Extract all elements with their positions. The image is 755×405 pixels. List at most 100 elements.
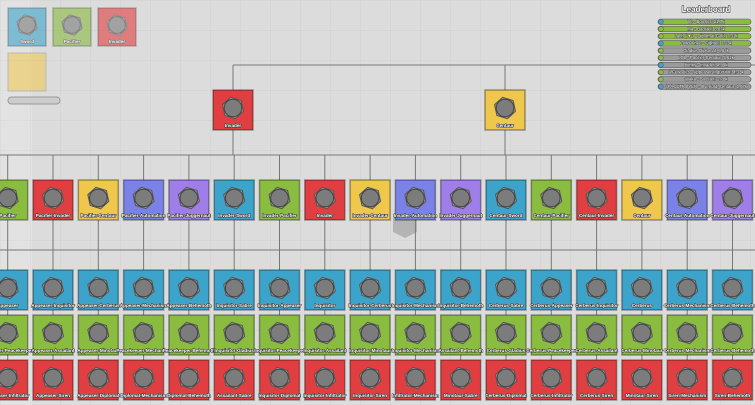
node-label: Centaur-Invader bbox=[579, 213, 614, 218]
tank-node[interactable]: Invader bbox=[212, 89, 254, 131]
tank-node[interactable]: Peacekeeper-Mechanism bbox=[116, 314, 171, 356]
tank-node[interactable]: Diplomat-Mechanism bbox=[120, 359, 167, 401]
tank-node[interactable]: Cerberus-Diplomat bbox=[485, 359, 528, 401]
tank-node[interactable]: Appeaser-Peacekeeper bbox=[0, 314, 34, 356]
tank-node[interactable]: Appeaser-Mechanism bbox=[119, 269, 168, 311]
class-button[interactable] bbox=[7, 52, 47, 92]
tank-node[interactable]: Inquisitor-Sabre bbox=[213, 269, 255, 311]
tank-node[interactable]: Appeaser-Diplomat bbox=[77, 359, 120, 401]
tank-body bbox=[542, 188, 561, 208]
tank-node[interactable]: Appeaser-Cerberus bbox=[76, 269, 121, 311]
tank-node[interactable]: Cerberus-Sabre bbox=[485, 269, 527, 311]
tank-body bbox=[223, 98, 243, 118]
tank-body bbox=[496, 368, 516, 388]
tank-node[interactable]: Inquisitor bbox=[304, 269, 346, 311]
leaderboard-icon bbox=[658, 33, 664, 39]
tank-body bbox=[360, 323, 380, 343]
tank-node[interactable]: Appeaser-Inquisitor bbox=[31, 269, 75, 311]
tank-node[interactable]: Cerberus bbox=[621, 269, 663, 311]
tank-node[interactable]: Appeaser-Siren bbox=[32, 359, 74, 401]
tank-node[interactable]: Inquisitor-Minotaur bbox=[349, 314, 392, 356]
tank-node[interactable]: Pacifier-Invader bbox=[32, 179, 74, 221]
node-box bbox=[213, 269, 255, 311]
node-box bbox=[485, 314, 527, 356]
tank-node[interactable]: Inquisitor-Mechanism bbox=[391, 269, 440, 311]
tank-node[interactable]: Centaur bbox=[484, 89, 526, 131]
tank-node[interactable]: Diplomat-Behemoth bbox=[167, 359, 211, 401]
tank-node[interactable]: Invader-Centaur bbox=[349, 179, 391, 221]
tank-node[interactable]: Pacifier bbox=[0, 179, 29, 221]
tank-node[interactable]: Appeaser bbox=[0, 269, 29, 311]
tank-body bbox=[179, 278, 199, 298]
leaderboard-bar bbox=[657, 76, 752, 83]
tank-node[interactable]: Cerberus-Peacekeeper bbox=[526, 314, 577, 356]
tank-node[interactable]: Cerberus-Behemoth bbox=[710, 314, 755, 356]
tank-node[interactable]: Centaur-Automation bbox=[664, 179, 710, 221]
tank-node[interactable]: Cerberus-Mechanism bbox=[663, 314, 711, 356]
tank-node[interactable]: Infiltrator-Mechanism bbox=[392, 359, 439, 401]
tank-node[interactable]: Minotaur-Sabre bbox=[439, 359, 482, 401]
tank-body bbox=[406, 278, 425, 298]
tank-node[interactable]: Appeaser-Behemoth bbox=[166, 269, 212, 311]
tank-node[interactable]: Pacifier bbox=[52, 7, 92, 47]
tank-node[interactable]: Cerberus-Assailant bbox=[575, 314, 619, 356]
tank-node[interactable]: Inquisitor-Diplomat bbox=[258, 359, 302, 401]
tank-node[interactable]: Pacifier-Juggernaut bbox=[167, 179, 211, 221]
tank-node[interactable]: Inquisitor-Cerberus bbox=[348, 269, 392, 311]
tank-node[interactable]: Inquisitor-Peacekeeper bbox=[254, 314, 305, 356]
tank-node[interactable]: Cerberus-Gladius bbox=[485, 314, 527, 356]
tank-node[interactable]: Centaur-Sword bbox=[485, 179, 527, 221]
tank-node[interactable]: Invader bbox=[304, 179, 346, 221]
tank-node[interactable]: Pacifier-Centaur bbox=[77, 179, 120, 221]
tank-node[interactable]: Cerberus-Infiltrator bbox=[530, 359, 573, 401]
tank-node[interactable]: Inquisitor-Mechanism bbox=[391, 314, 440, 356]
tank-node[interactable]: Peacekeeper-Behemoth bbox=[162, 314, 216, 356]
tank-node[interactable]: Invader-Pacifier bbox=[258, 179, 301, 221]
toggle-button[interactable] bbox=[7, 96, 61, 105]
node-box bbox=[77, 179, 120, 221]
tank-node[interactable]: Assailant-Sabre bbox=[213, 359, 255, 401]
tank-node[interactable]: Cerberus-Inquisitor bbox=[575, 269, 619, 311]
tank-node[interactable]: Minotaur-Siren bbox=[621, 359, 663, 401]
tank-node[interactable]: Inquisitor-Appeaser bbox=[257, 269, 302, 311]
tank-node[interactable]: Centaur-Juggernaut bbox=[710, 179, 755, 221]
tank-node[interactable]: Inquisitor-Gladius bbox=[213, 314, 255, 356]
tank-node[interactable]: Inquisitor-Assailant bbox=[303, 314, 347, 356]
node-label: Invader bbox=[225, 123, 242, 128]
tank-node[interactable]: Sword bbox=[7, 7, 47, 47]
tank-node[interactable]: Siren-Mechanism bbox=[666, 359, 708, 401]
tank-node[interactable]: Cerberus-Behemoth bbox=[710, 269, 755, 311]
tank-node[interactable]: Pacifier-Automation bbox=[121, 179, 166, 221]
node-label: Assailant-Behemoth bbox=[438, 348, 483, 353]
node-label: Inquisitor bbox=[314, 303, 335, 308]
tank-body bbox=[134, 368, 153, 388]
tank-node[interactable]: Inquisitor-Siren bbox=[349, 359, 391, 401]
tank-node[interactable]: Appeaser-Infiltrator bbox=[0, 359, 30, 401]
tank-body bbox=[179, 368, 199, 388]
tank-node[interactable]: Invader-Sword bbox=[213, 179, 255, 221]
tank-node[interactable]: Cerberus-Appeaser bbox=[529, 269, 573, 311]
tank-node[interactable]: Invader-Juggernaut bbox=[439, 179, 483, 221]
tank-body bbox=[0, 278, 17, 298]
tank-node[interactable]: Assailant-Behemoth bbox=[438, 314, 484, 356]
tank-body bbox=[632, 323, 652, 343]
tank-node[interactable]: Invader-Automation bbox=[393, 179, 438, 221]
tank-node[interactable]: Invader bbox=[97, 7, 137, 47]
node-label: Inquisitor-Mechanism bbox=[392, 348, 439, 353]
tank-node[interactable]: Centaur-Pacifier bbox=[530, 179, 573, 221]
tank-node[interactable]: Inquisitor-Behemoth bbox=[438, 269, 484, 311]
node-box bbox=[621, 179, 663, 221]
tank-node[interactable]: Cerberus-Minotaur bbox=[621, 314, 663, 356]
tank-node[interactable]: Centaur bbox=[621, 179, 663, 221]
tank-body bbox=[179, 323, 199, 343]
tank-node[interactable]: Centaur-Invader bbox=[575, 179, 618, 221]
tank-node[interactable]: Siren-Behemoth bbox=[711, 359, 754, 401]
node-label: Pacifier bbox=[0, 213, 16, 218]
tank-node[interactable]: Cerberus-Siren bbox=[575, 359, 618, 401]
tank-node[interactable]: Appeaser-Minotaur bbox=[77, 314, 120, 356]
tank-body bbox=[89, 368, 108, 388]
tank-node[interactable]: Appeaser-Assailant bbox=[31, 314, 75, 356]
tank-node[interactable]: Cerberus-Mechanism bbox=[663, 269, 711, 311]
tank-node[interactable]: Inquisitor-Infiltrator bbox=[303, 359, 347, 401]
leaderboard-icon bbox=[658, 47, 664, 54]
